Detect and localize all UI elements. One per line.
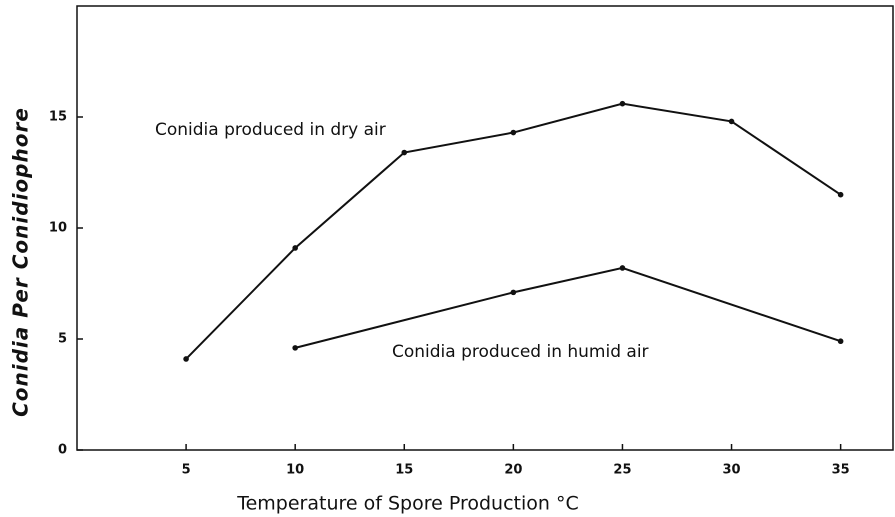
data-point (510, 289, 517, 296)
data-point (837, 338, 844, 345)
x-tick-label: 5 (182, 463, 191, 478)
x-tick-label: 30 (722, 463, 740, 478)
y-tick-label: 0 (58, 443, 67, 458)
y-axis-title: Conidia Per Conidiophore (9, 107, 33, 417)
annotation: Conidia produced in humid air (392, 342, 649, 362)
data-point (292, 245, 298, 251)
x-tick-label: 35 (832, 463, 850, 478)
y-tick-label: 10 (49, 221, 67, 236)
x-axis-title: Temperature of Spore Production °C (236, 493, 579, 515)
y-tick-label: 5 (58, 332, 67, 347)
plot-frame (76, 5, 894, 451)
data-point (510, 129, 517, 136)
annotation: Conidia produced in dry air (155, 120, 386, 140)
data-point (183, 356, 189, 362)
x-tick-label: 10 (286, 463, 304, 478)
x-tick-label: 20 (504, 463, 522, 478)
data-point (728, 118, 735, 125)
data-point (619, 100, 626, 107)
data-point (292, 345, 298, 351)
series-line (294, 266, 841, 349)
y-tick-label: 15 (49, 110, 67, 125)
x-tick-label: 15 (395, 463, 413, 478)
data-point (619, 265, 626, 271)
data-point (401, 149, 408, 156)
x-tick-label: 25 (613, 463, 631, 478)
data-point (837, 191, 844, 198)
series-line (185, 102, 842, 360)
